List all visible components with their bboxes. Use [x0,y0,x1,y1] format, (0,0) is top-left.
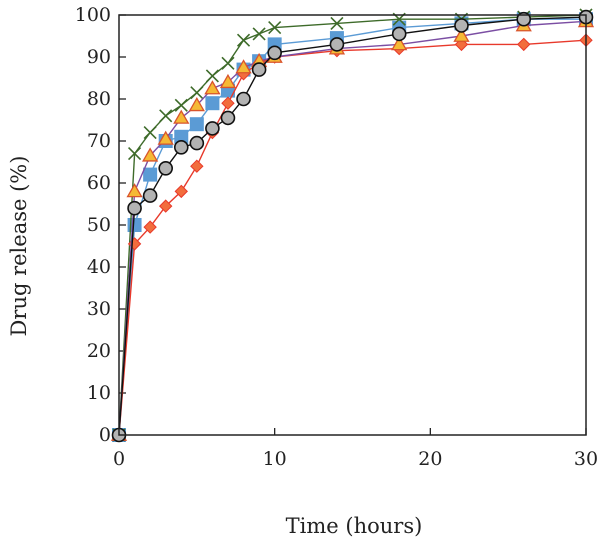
data-point [251,62,267,77]
data-point [189,135,205,151]
data-point [267,45,282,61]
series-4-line [118,16,587,436]
data-point [453,27,470,42]
data-point [142,188,158,203]
data-point [128,147,142,161]
data-point [205,121,220,136]
series-3-line [118,20,587,436]
series-1-line [118,14,587,436]
data-point [252,27,266,41]
data-point [143,220,157,234]
data-point [143,126,157,140]
series-2-line [118,39,587,436]
data-point [516,11,532,27]
series-0-line [118,18,586,436]
data-point [158,161,173,176]
data-point [190,86,204,100]
data-point [391,36,408,51]
data-point [236,91,251,107]
data-point [173,140,189,155]
series-4 [111,9,594,443]
data-point [174,98,188,112]
data-point [159,109,173,123]
x-tick-label: 0 [113,448,125,470]
data-point [221,56,235,70]
data-point [188,96,205,112]
y-tick-label: 90 [87,46,111,68]
data-point [174,184,188,199]
data-point [330,16,344,30]
data-point [204,80,221,95]
y-tick-label: 0 [99,424,111,446]
y-tick-label: 30 [87,298,111,320]
y-tick-label: 70 [87,130,111,152]
series-1 [112,8,593,442]
axis-ticks: 0 10 20 30 40 50 60 70 80 90 100 0 10 20 30 [75,4,598,470]
data-point [517,37,531,52]
data-point [329,37,345,52]
data-point [158,199,173,213]
data-point [454,18,469,33]
data-point [127,200,142,216]
plot-series [110,8,595,443]
data-point [157,130,174,145]
series-0 [112,12,593,442]
data-point [235,59,252,74]
data-point [126,183,143,198]
data-point [268,21,282,35]
y-axis-title: Drug release (%) [7,156,31,337]
x-tick-label: 10 [263,448,287,470]
y-tick-label: 100 [75,4,111,26]
series-2 [112,33,593,442]
data-point [173,109,190,124]
data-point [189,117,204,132]
x-axis-title: Time (hours) [286,514,423,538]
data-point [221,96,235,110]
data-point [190,159,204,173]
y-tick-label: 40 [87,256,111,278]
data-point [219,73,237,89]
data-point [391,26,407,42]
data-point [205,69,219,83]
x-tick-label: 20 [418,448,442,470]
data-point [220,110,236,126]
data-point [143,167,158,182]
y-tick-label: 50 [87,214,111,236]
data-point [142,147,159,162]
y-tick-label: 10 [87,382,111,404]
data-point [205,96,220,111]
plot-frame [118,14,587,436]
x-tick-label: 30 [574,448,598,470]
data-point [236,33,251,47]
y-tick-label: 60 [87,172,111,194]
series-3 [110,12,595,441]
y-tick-label: 20 [87,340,111,362]
y-tick-label: 80 [87,88,111,110]
